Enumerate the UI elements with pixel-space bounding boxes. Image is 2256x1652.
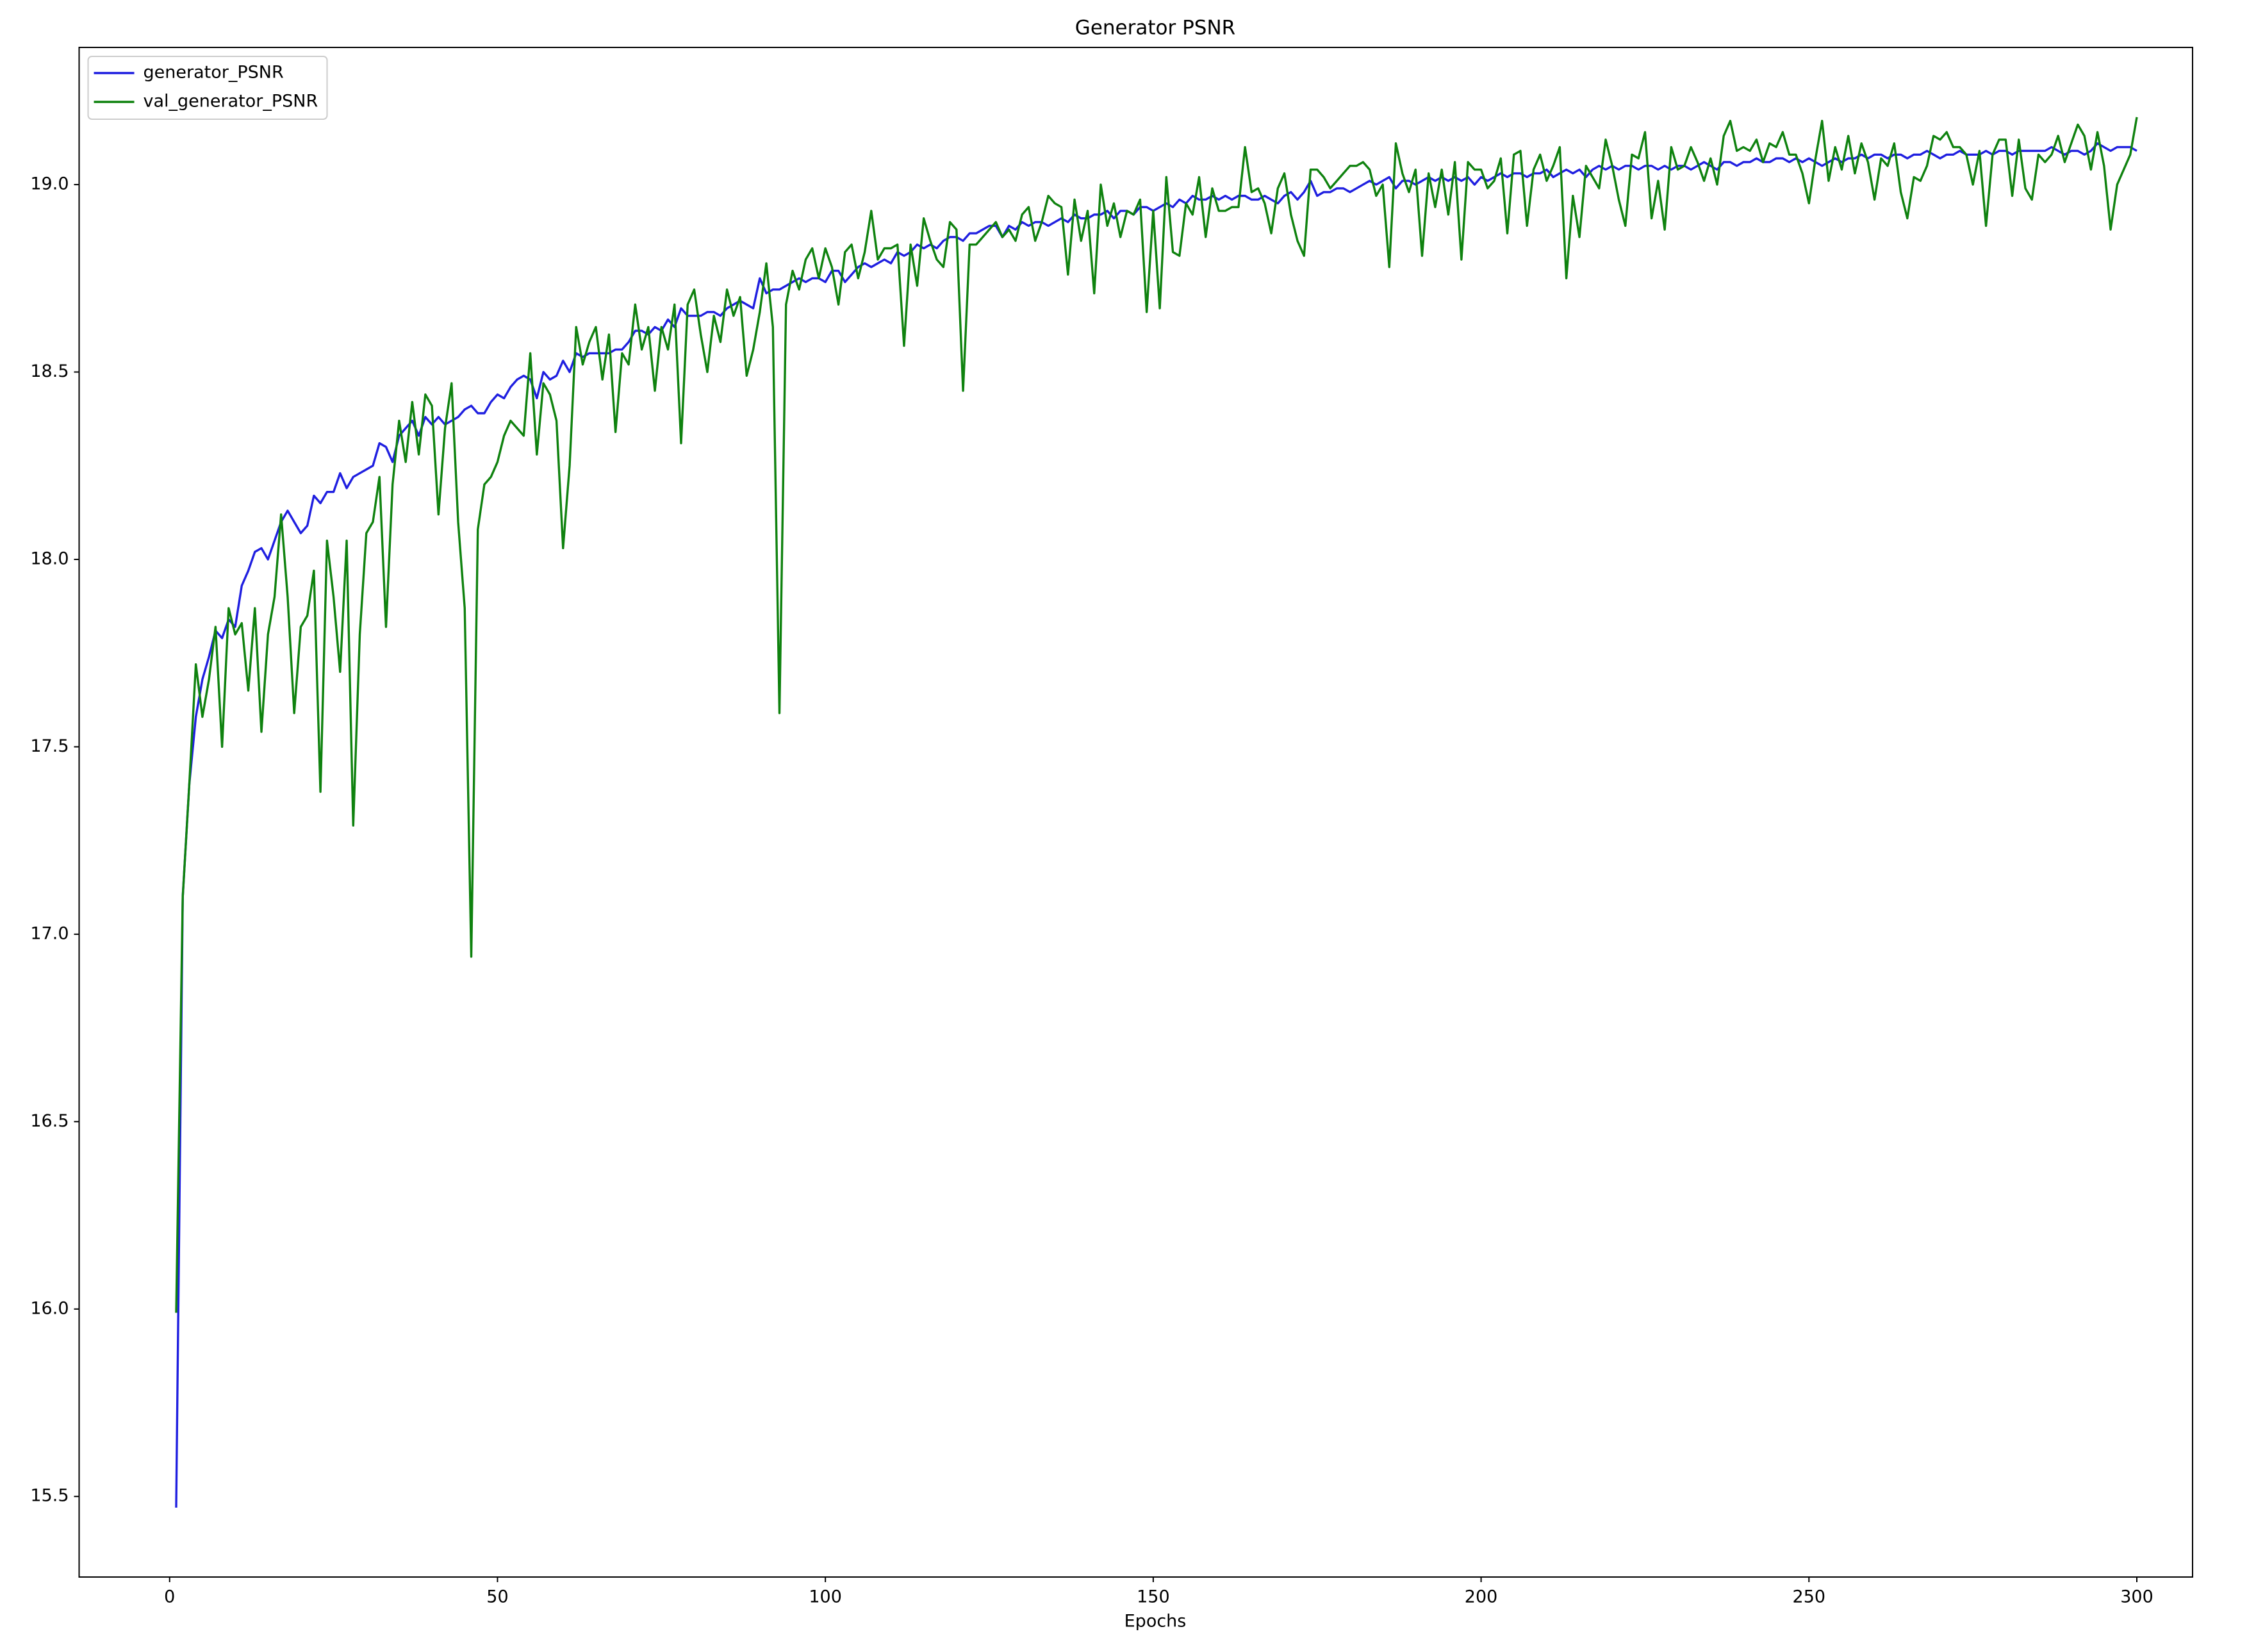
y-tick-label: 17.0 xyxy=(30,923,69,943)
y-tick-label: 15.5 xyxy=(30,1486,69,1506)
y-tick-label: 18.5 xyxy=(30,361,69,381)
y-tick-label: 16.0 xyxy=(30,1298,69,1318)
x-axis-label: Epochs xyxy=(1124,1612,1187,1631)
x-tick-label: 0 xyxy=(164,1587,175,1607)
series-line xyxy=(175,117,2138,1313)
x-tick-label: 200 xyxy=(1465,1587,1498,1607)
x-tick-label: 50 xyxy=(486,1587,508,1607)
legend-label: val_generator_PSNR xyxy=(144,92,318,112)
plot-frame xyxy=(78,47,2193,1578)
chart-title: Generator PSNR xyxy=(1075,17,1235,40)
x-tick-label: 250 xyxy=(1793,1587,1826,1607)
x-tick-label: 300 xyxy=(2120,1587,2153,1607)
x-tick-label: 150 xyxy=(1137,1587,1170,1607)
y-tick-label: 19.0 xyxy=(30,174,69,194)
series-line xyxy=(175,142,2137,1508)
y-tick-label: 16.5 xyxy=(30,1111,69,1131)
y-tick-label: 17.5 xyxy=(30,736,69,756)
legend-box xyxy=(87,56,328,120)
y-tick-label: 18.0 xyxy=(30,549,69,568)
x-tick-label: 100 xyxy=(809,1587,842,1607)
legend-label: generator_PSNR xyxy=(144,63,284,83)
